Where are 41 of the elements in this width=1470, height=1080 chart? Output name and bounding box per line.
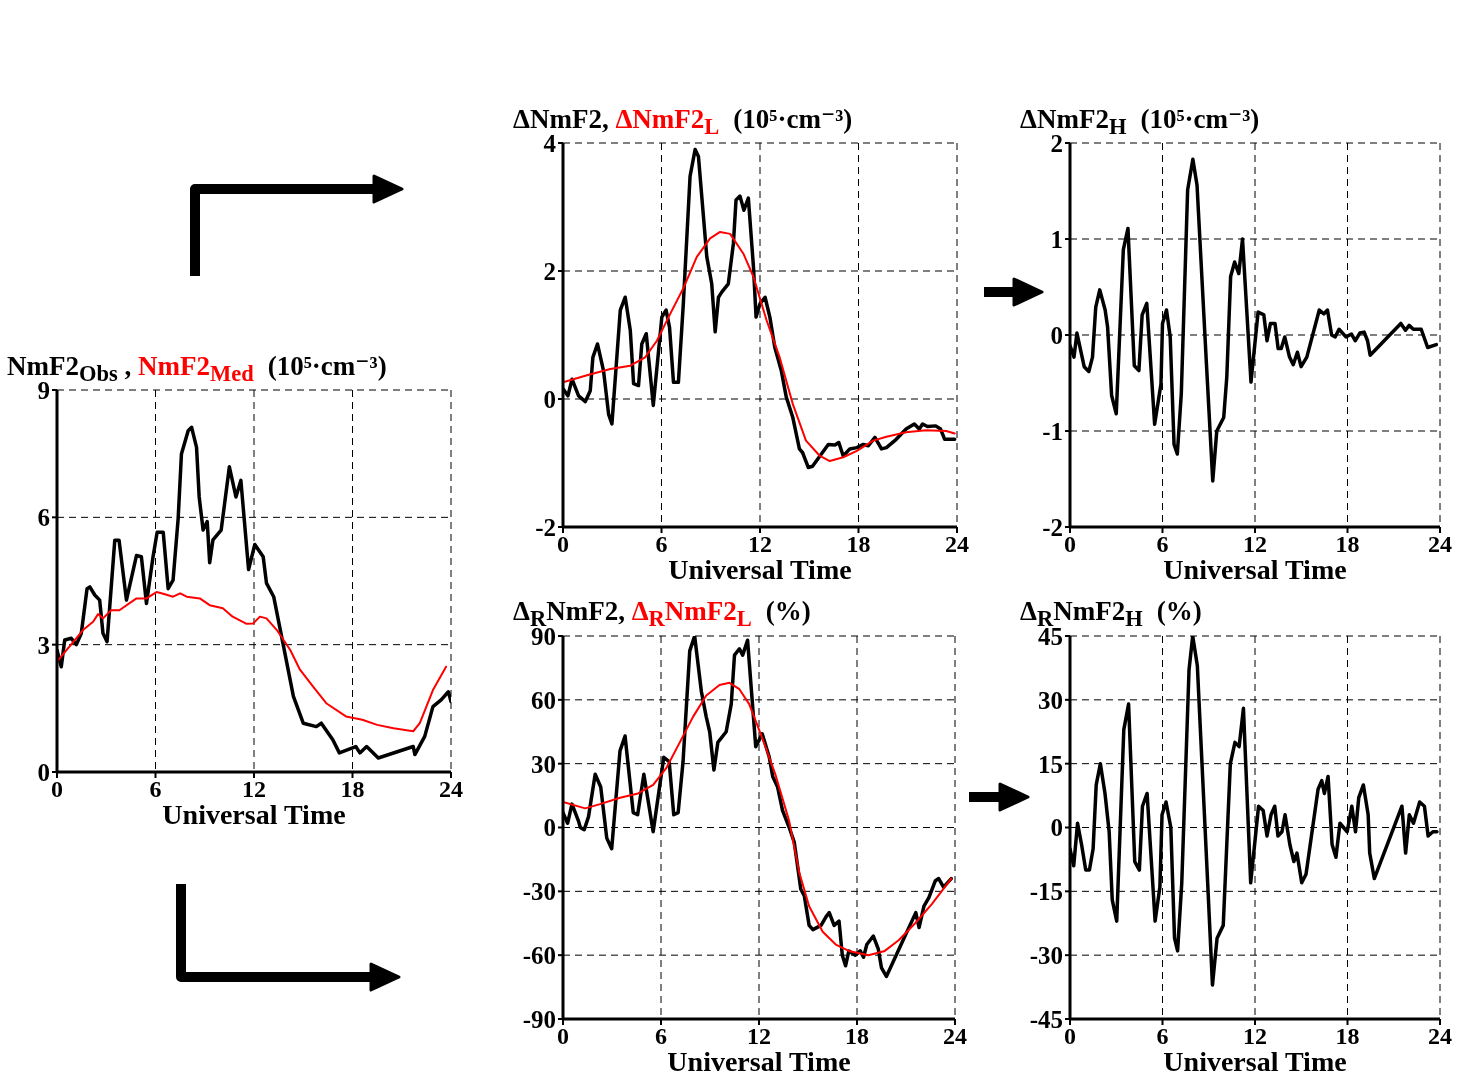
- y-tick-label: -90: [522, 1005, 556, 1033]
- x-tick-label: 24: [439, 776, 463, 803]
- y-tick-label: -60: [522, 942, 556, 970]
- x-tick-label: 6: [655, 531, 668, 558]
- y-tick-label: -15: [1029, 878, 1063, 906]
- line-series: [57, 591, 448, 733]
- y-tick-label: 0: [543, 814, 556, 842]
- chart-title: (%): [1156, 596, 1202, 626]
- line-series: [563, 681, 953, 957]
- y-tick-label: 2: [543, 257, 556, 285]
- y-tick-label: -1: [1042, 417, 1063, 445]
- y-tick-label: 1: [1050, 225, 1063, 253]
- y-tick-label: -30: [522, 878, 556, 906]
- text: ΔNmF2$_{L}$: [615, 104, 720, 140]
- y-tick-label: 30: [531, 750, 556, 778]
- y-tick-label: 0: [1050, 321, 1063, 349]
- x-tick-label: 6: [149, 776, 162, 803]
- x-tick-label: 24: [1428, 531, 1452, 558]
- y-tick-label: -2: [1042, 513, 1063, 541]
- chart-title: (10⁵·cm⁻³): [733, 104, 853, 134]
- chart-title: (%): [765, 596, 811, 626]
- y-tick-label: 30: [1038, 686, 1063, 714]
- x-tick-label: 6: [655, 1023, 667, 1050]
- text: Δ$_{R}$NmF2$_{L}$: [631, 596, 752, 632]
- y-tick-label: 15: [1038, 750, 1063, 778]
- y-tick-label: -45: [1029, 1005, 1063, 1033]
- line-series: [563, 230, 956, 463]
- chart-title: (10⁵·cm⁻³): [267, 351, 387, 381]
- x-tick-label: 24: [943, 1023, 967, 1050]
- y-tick-label: -30: [1029, 942, 1063, 970]
- text: NmF2$_{Med}$: [138, 351, 254, 387]
- y-tick-label: 0: [1050, 814, 1063, 842]
- x-tick-label: 24: [1428, 1023, 1452, 1050]
- y-tick-label: 60: [531, 686, 556, 714]
- y-tick-label: -2: [535, 513, 556, 541]
- y-tick-label: 0: [543, 385, 556, 413]
- x-tick-label: 24: [945, 531, 969, 558]
- y-tick-label: 3: [37, 631, 50, 659]
- y-tick-label: 0: [37, 758, 50, 786]
- chart-title: (10⁵·cm⁻³): [1140, 104, 1260, 134]
- y-tick-label: 6: [37, 504, 50, 532]
